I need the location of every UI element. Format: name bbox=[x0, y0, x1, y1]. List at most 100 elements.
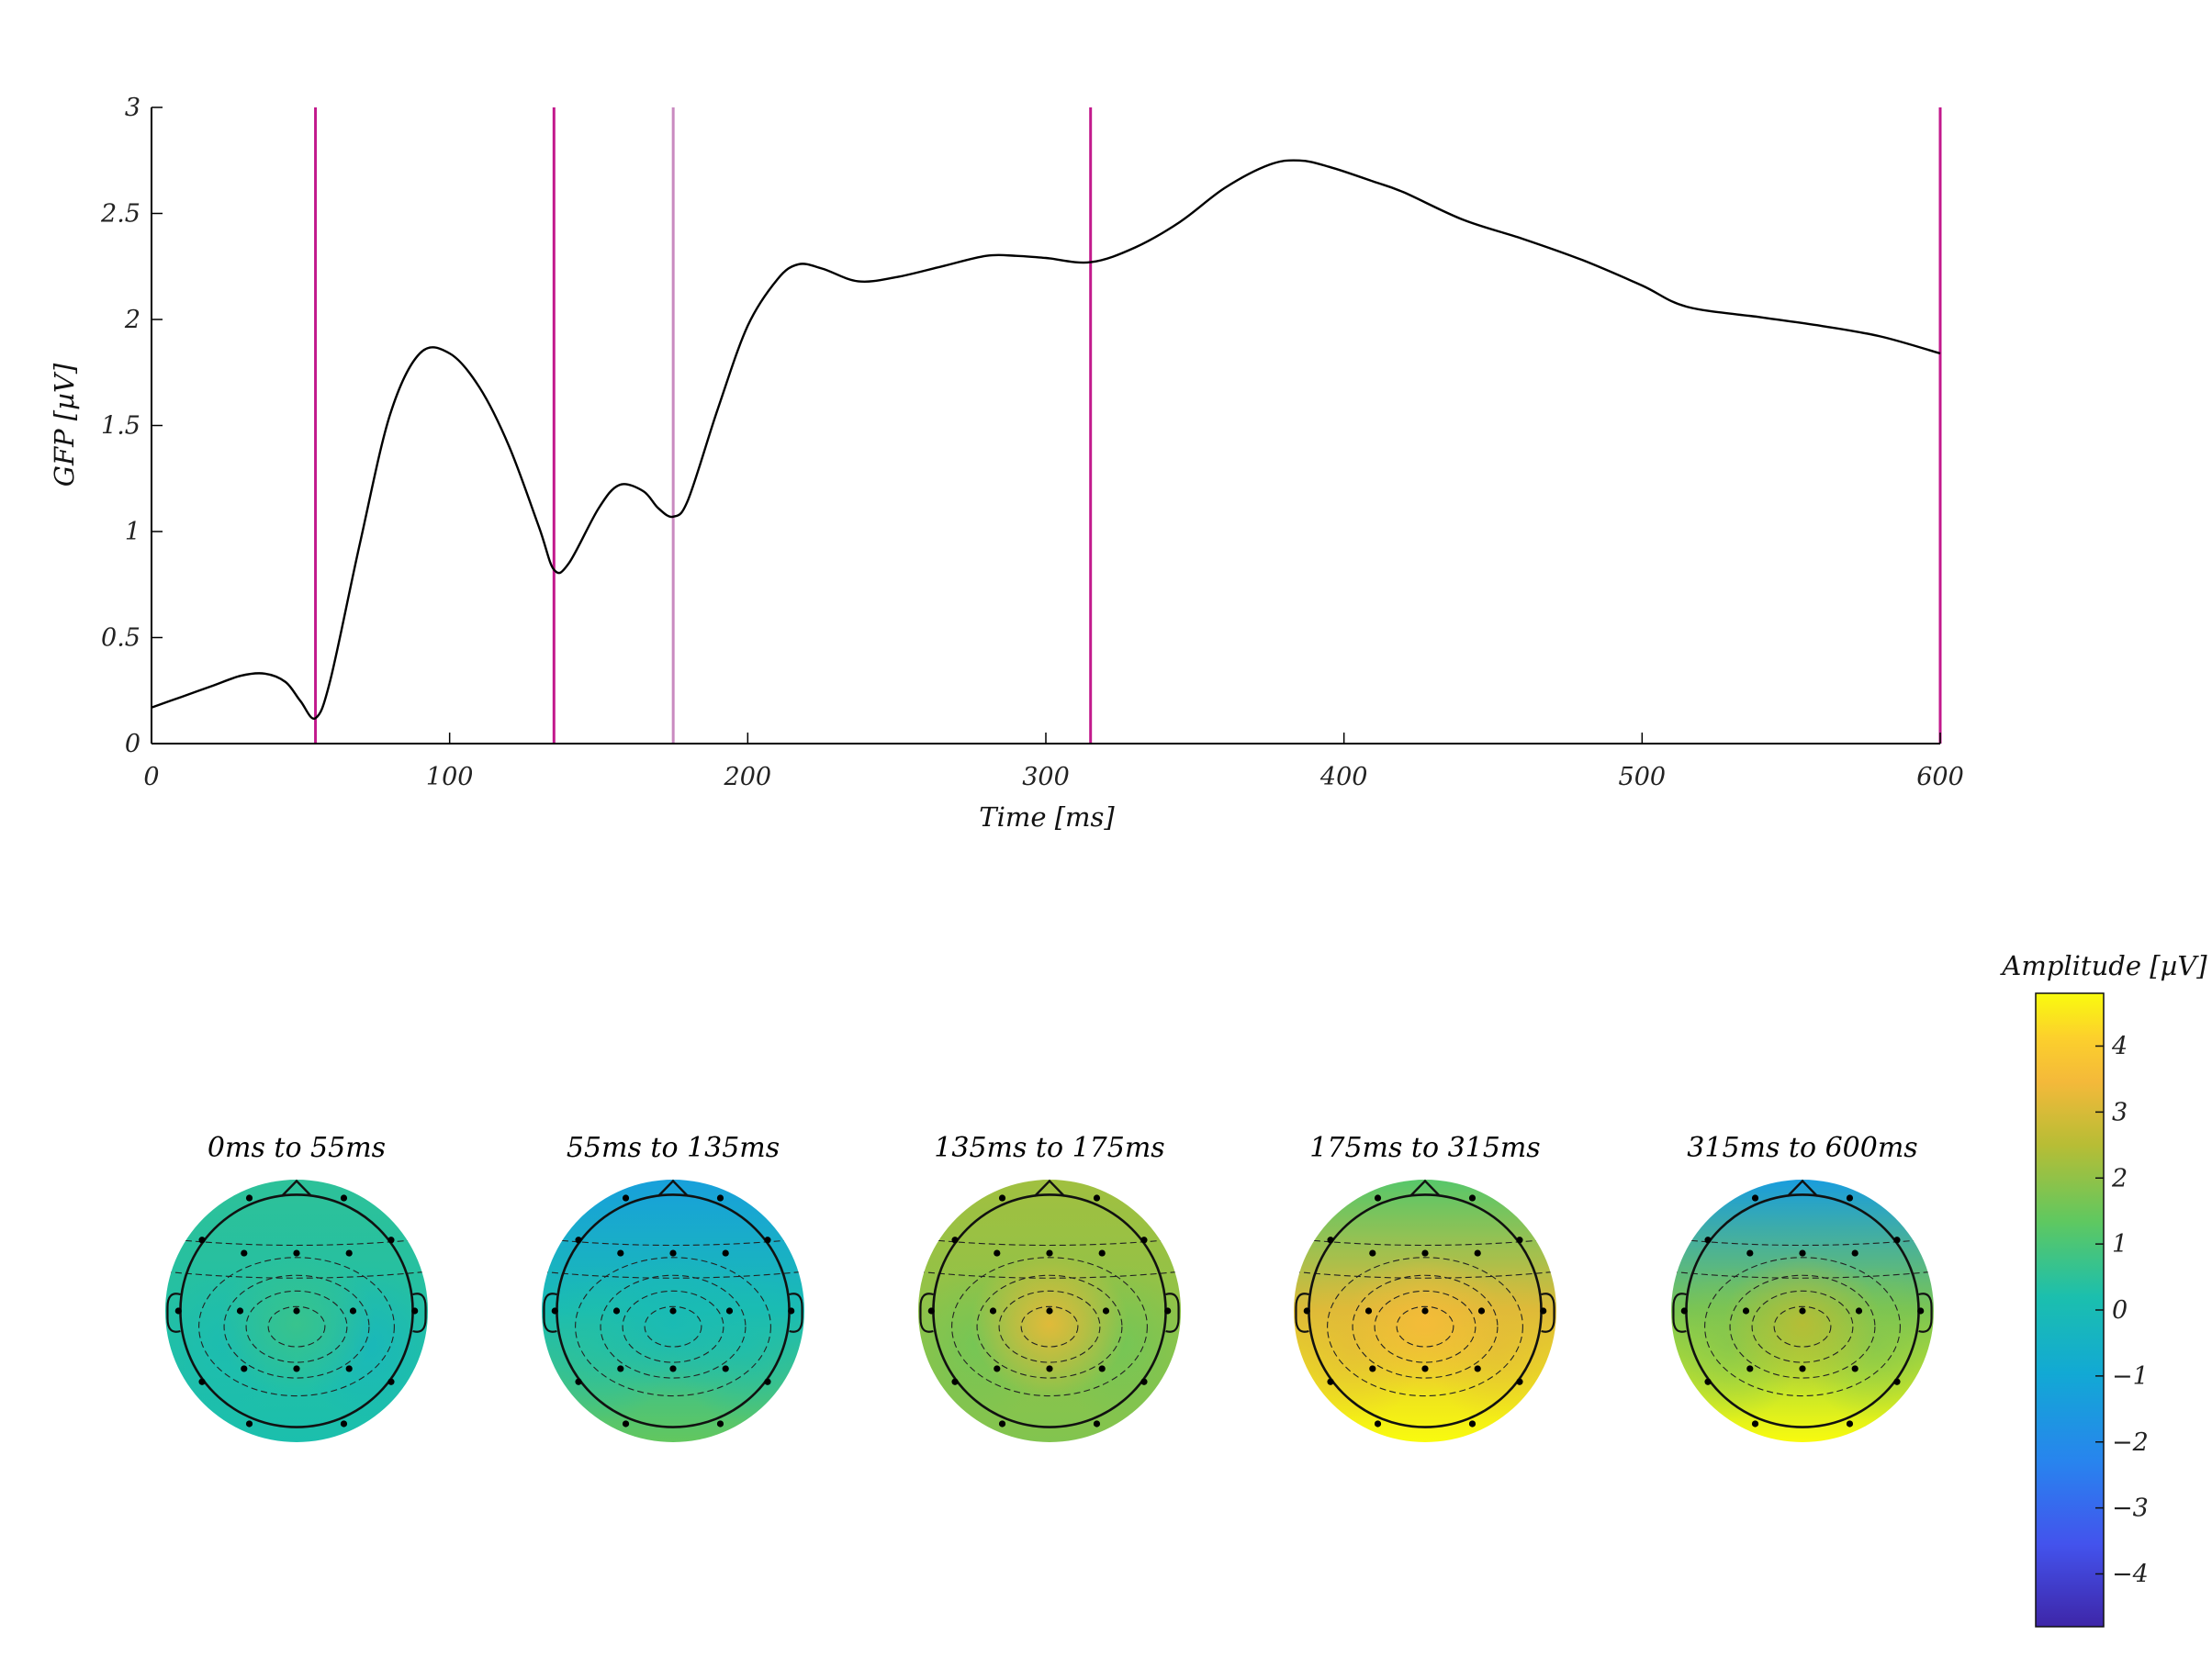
electrode-dot bbox=[1046, 1365, 1053, 1372]
y-axis-title: GFP [µV] bbox=[49, 363, 80, 487]
electrode-dot bbox=[716, 1420, 724, 1427]
electrode-dot bbox=[1468, 1194, 1477, 1202]
topomap-2: 55ms to 135ms bbox=[542, 1132, 804, 1442]
electrode-dot bbox=[1421, 1365, 1429, 1372]
topomap-surface bbox=[918, 1180, 1181, 1442]
center-region bbox=[971, 1251, 1128, 1396]
contour bbox=[165, 1271, 428, 1279]
electrode-dot bbox=[411, 1307, 419, 1315]
contour bbox=[1773, 1305, 1832, 1348]
electrode-dot bbox=[622, 1194, 630, 1202]
electrode-dot bbox=[387, 1378, 395, 1385]
electrode-dot bbox=[1799, 1307, 1806, 1315]
x-ticks: 0 100 200 300 400 500 600 bbox=[143, 733, 1964, 791]
contour bbox=[1294, 1271, 1556, 1279]
electrode-dot bbox=[198, 1237, 206, 1244]
left-ear-icon bbox=[1672, 1293, 1687, 1333]
topomap-title: 135ms to 175ms bbox=[934, 1132, 1164, 1164]
electrode-dot bbox=[1799, 1365, 1806, 1372]
contour bbox=[165, 1237, 428, 1247]
topomap-title: 55ms to 135ms bbox=[567, 1132, 780, 1164]
amplitude-colorbar: Amplitude [µV] 4 3 2 1 0 −1 −2 −3 −4 bbox=[1999, 950, 2207, 1628]
electrode-dot bbox=[1516, 1237, 1523, 1244]
electrode-dot bbox=[1164, 1307, 1172, 1315]
electrode-dot bbox=[198, 1378, 206, 1385]
electrode-dot bbox=[994, 1249, 1001, 1257]
left-ear-icon bbox=[919, 1293, 934, 1333]
contour bbox=[1374, 1290, 1477, 1363]
contour bbox=[1704, 1257, 1901, 1397]
electrode-dot bbox=[1746, 1249, 1754, 1257]
electrode-dot bbox=[994, 1365, 1001, 1372]
segment-markers bbox=[314, 107, 1942, 744]
nose-icon bbox=[1034, 1179, 1065, 1197]
electrode-dot bbox=[1474, 1249, 1481, 1257]
electrode-dot bbox=[1516, 1378, 1523, 1385]
electrode-dot bbox=[669, 1307, 677, 1315]
electrode-dot bbox=[951, 1378, 959, 1385]
electrode-dot bbox=[345, 1249, 353, 1257]
topomap-title: 0ms to 55ms bbox=[208, 1132, 386, 1164]
contour bbox=[976, 1274, 1123, 1379]
colorbar-ticks: 4 3 2 1 0 −1 −2 −3 −4 bbox=[2095, 1033, 2149, 1589]
electrode-dot bbox=[1680, 1307, 1688, 1315]
topomap-1: 0ms to 55ms bbox=[165, 1132, 428, 1442]
electrode-dot bbox=[387, 1237, 395, 1244]
contour bbox=[1751, 1290, 1854, 1363]
topomap-3: 135ms to 175ms bbox=[918, 1132, 1181, 1442]
x-tick-label: 500 bbox=[1619, 763, 1667, 791]
gfp-series-line bbox=[151, 159, 1941, 721]
electrode-dot bbox=[241, 1365, 248, 1372]
electrode-dot bbox=[622, 1420, 630, 1427]
electrode-dot bbox=[1846, 1420, 1854, 1427]
electrode-dot bbox=[1851, 1365, 1858, 1372]
contour-lines bbox=[1671, 1237, 1934, 1397]
nose-icon bbox=[1409, 1179, 1441, 1197]
electrode-dot bbox=[764, 1378, 771, 1385]
electrode-dot bbox=[1540, 1307, 1547, 1315]
contour bbox=[1020, 1305, 1079, 1348]
electrode-dot bbox=[1704, 1237, 1712, 1244]
y-tick-label: 1.5 bbox=[101, 412, 140, 441]
right-ear-icon bbox=[1918, 1293, 1933, 1333]
x-tick-label: 200 bbox=[724, 763, 772, 791]
electrode-dot bbox=[1851, 1249, 1858, 1257]
contour bbox=[1327, 1257, 1523, 1397]
contour bbox=[600, 1274, 747, 1379]
electrode-dot bbox=[575, 1378, 582, 1385]
right-ear-icon bbox=[789, 1293, 803, 1333]
contour bbox=[951, 1257, 1148, 1397]
topomap-title: 175ms to 315ms bbox=[1309, 1132, 1540, 1164]
electrode-dot bbox=[293, 1307, 300, 1315]
topomap-5: 315ms to 600ms bbox=[1671, 1132, 1934, 1442]
electrode-dot bbox=[1474, 1365, 1481, 1372]
right-ear-icon bbox=[412, 1293, 427, 1333]
contour bbox=[223, 1274, 370, 1379]
center-region bbox=[594, 1251, 752, 1396]
electrode-dot bbox=[1046, 1249, 1053, 1257]
right-ear-icon bbox=[1165, 1293, 1180, 1333]
electrode-dot bbox=[1327, 1378, 1334, 1385]
electrode-dot bbox=[1140, 1237, 1148, 1244]
electrode-dot bbox=[1846, 1194, 1854, 1202]
electrode-dot bbox=[764, 1237, 771, 1244]
electrode-dot bbox=[1369, 1249, 1376, 1257]
electrode-dot bbox=[1893, 1378, 1901, 1385]
topomap-4: 175ms to 315ms bbox=[1294, 1132, 1556, 1442]
contour-lines bbox=[542, 1237, 804, 1397]
colorbar-tick-label: 1 bbox=[2112, 1230, 2128, 1259]
electrode-dot bbox=[617, 1249, 624, 1257]
electrode-dot bbox=[241, 1249, 248, 1257]
x-tick-label: 400 bbox=[1319, 763, 1368, 791]
contour bbox=[1294, 1237, 1556, 1247]
electrode-dot bbox=[788, 1307, 795, 1315]
y-tick-label: 0.5 bbox=[101, 624, 140, 653]
topography-row: 0ms to 55ms 55ms to 135ms 135ms to 175ms 17… bbox=[165, 1132, 1934, 1442]
electrode-dot bbox=[927, 1307, 935, 1315]
electrode-dot bbox=[1742, 1307, 1750, 1315]
topomap-title: 315ms to 600ms bbox=[1687, 1132, 1917, 1164]
electrode-dot bbox=[1799, 1249, 1806, 1257]
contour bbox=[918, 1271, 1181, 1279]
electrode-dot bbox=[551, 1307, 558, 1315]
left-ear-icon bbox=[166, 1293, 181, 1333]
